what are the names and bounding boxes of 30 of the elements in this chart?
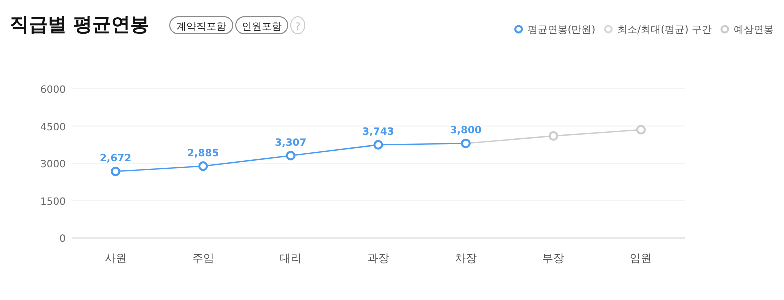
x-tick-label: 주임 xyxy=(192,252,214,265)
data-label: 2,672 xyxy=(100,154,132,165)
x-tick-label: 과장 xyxy=(368,252,390,265)
y-tick-label: 0 xyxy=(60,234,66,245)
annotation: 인원포함 xyxy=(236,16,288,34)
x-tick-label: 대리 xyxy=(280,252,302,265)
legend-label: 최소/최대(평균) 구간 xyxy=(618,25,712,36)
y-tick-label: 4500 xyxy=(40,122,66,134)
data-label: 2,885 xyxy=(188,148,220,160)
point xyxy=(374,140,384,150)
x-tick-label: 임원 xyxy=(630,252,652,265)
x-tick-label: 부장 xyxy=(542,252,565,265)
point xyxy=(286,151,296,161)
point xyxy=(198,162,208,172)
x-tick-label: 사원 xyxy=(104,252,127,265)
annotation: 계약직포함 xyxy=(170,16,234,34)
annotation: ? xyxy=(290,16,306,34)
point xyxy=(636,125,646,135)
data-label: 3,307 xyxy=(275,138,307,149)
chart-title: 직급별 평균연봉 xyxy=(10,14,150,36)
y-tick-label: 6000 xyxy=(40,85,66,96)
point xyxy=(110,166,121,176)
point xyxy=(548,131,558,141)
y-tick-label: 3000 xyxy=(40,160,66,170)
y-tick-label: 1500 xyxy=(40,196,66,208)
x-tick-label: 차장 xyxy=(455,252,478,265)
data-label: 3,743 xyxy=(362,127,394,138)
legend-label: 예상연봉 xyxy=(734,25,774,36)
legend-label: 평균연봉(만원) xyxy=(528,25,596,36)
data-label: 3,800 xyxy=(450,126,482,137)
